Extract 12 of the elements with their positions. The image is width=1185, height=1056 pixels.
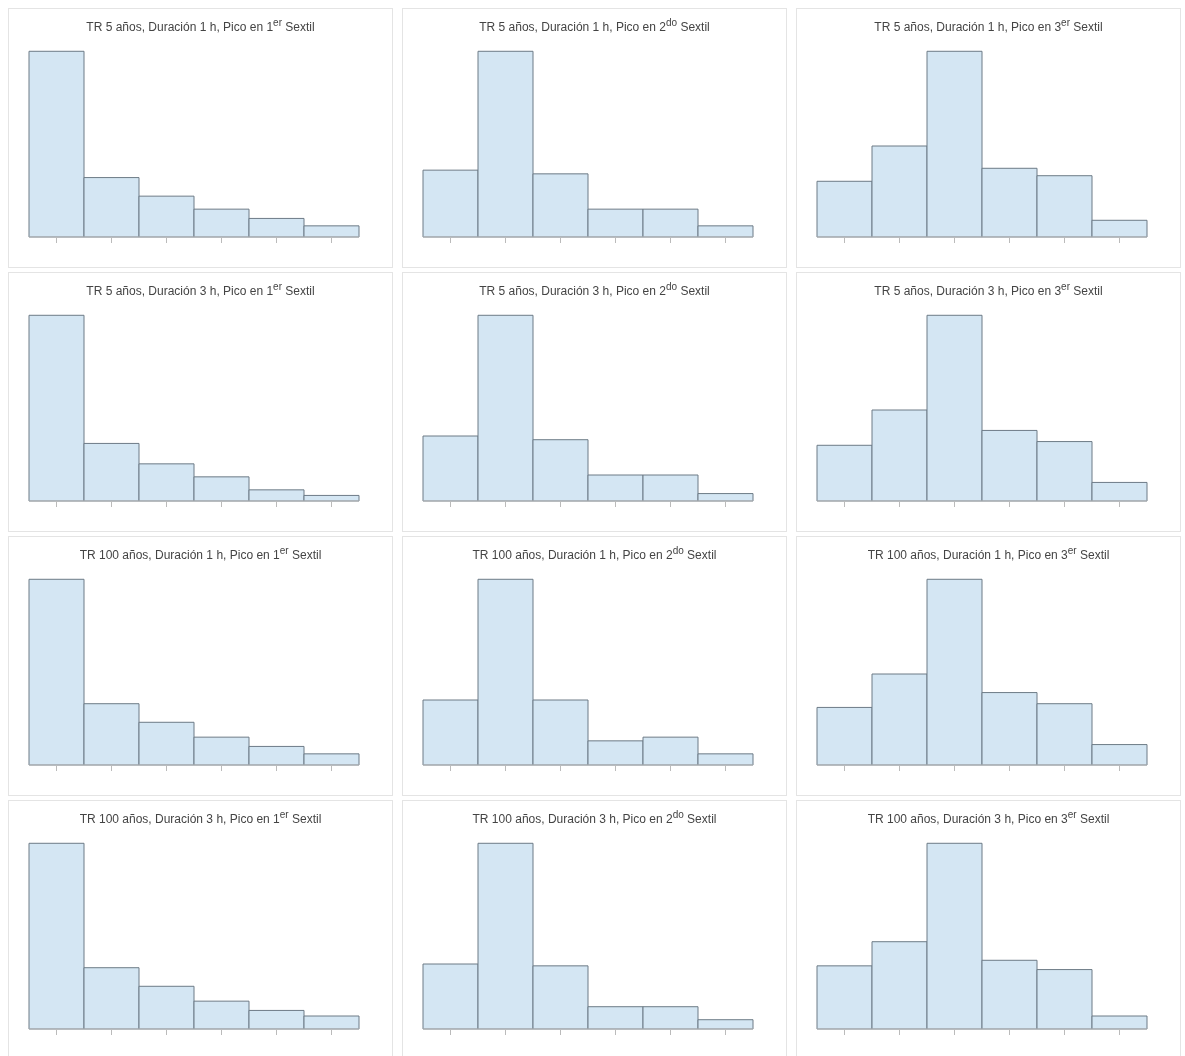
chart-title: TR 100 años, Duración 3 h, Pico en 1$^{er}$ Sextil <box>78 809 323 826</box>
chart-title: TR 5 años, Duración 1 h, Pico en 3$^{er}$ Sextil <box>873 17 1104 34</box>
chart-title: TR 5 años, Duración 3 h, Pico en 1$^{er}$ Sextil <box>85 281 316 298</box>
chart-title: TR 5 años, Duración 1 h, Pico en 1$^{er}$ Sextil <box>85 17 316 34</box>
chart-title: TR 5 años, Duración 3 h, Pico en 3$^{er}$ Sextil <box>873 281 1104 298</box>
chart-title: TR 100 años, Duración 1 h, Pico en 3$^{er}$ Sextil <box>866 545 1111 562</box>
chart-title: TR 5 años, Duración 1 h, Pico en 2$^{do}$ Sextil <box>478 17 711 34</box>
chart-title: TR 100 años, Duración 3 h, Pico en 3$^{er}$ Sextil <box>866 809 1111 826</box>
chart-title: TR 100 años, Duración 1 h, Pico en 2$^{do}$ Sextil <box>471 545 718 562</box>
chart-title: TR 100 años, Duración 3 h, Pico en 2$^{do}$ Sextil <box>471 809 718 826</box>
chart-title: TR 5 años, Duración 3 h, Pico en 2$^{do}$ Sextil <box>478 281 711 298</box>
chart-title: TR 100 años, Duración 1 h, Pico en 1$^{er}$ Sextil <box>78 545 323 562</box>
